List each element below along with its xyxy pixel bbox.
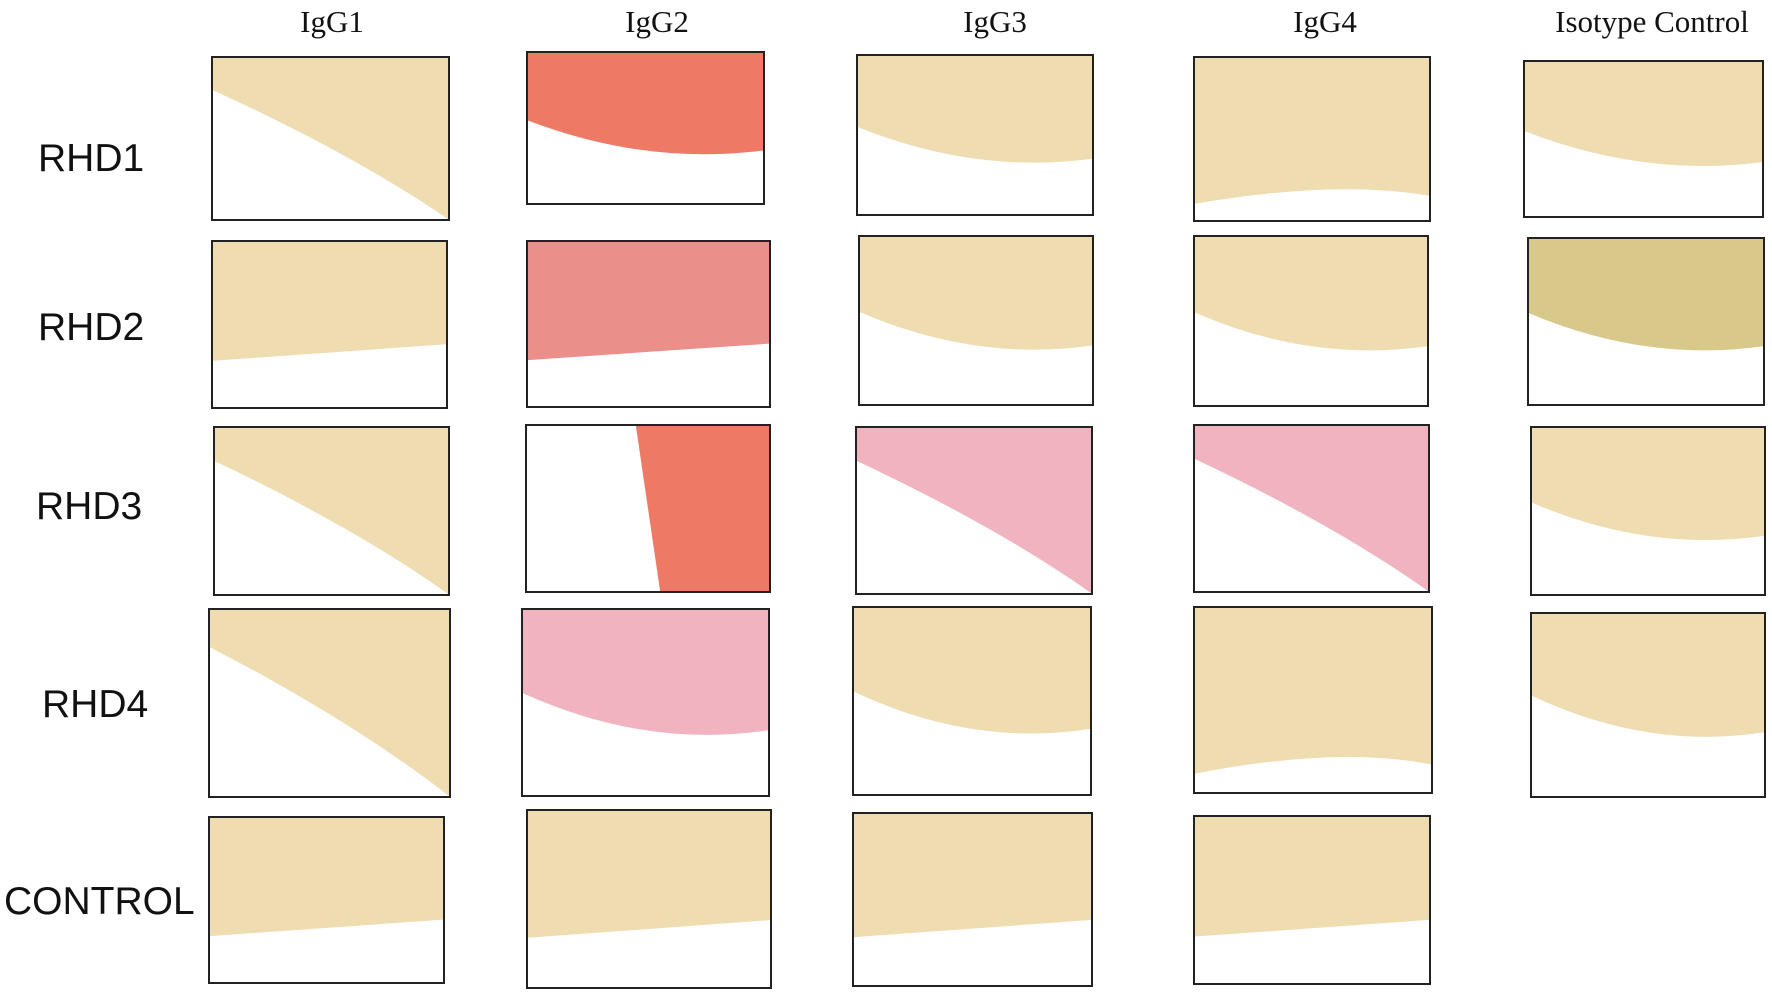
row-label-rhd3: RHD3 (36, 485, 143, 528)
col-header-igg3: IgG3 (963, 4, 1027, 39)
tissue-section (857, 428, 1091, 593)
col-header-isotype: Isotype Control (1555, 4, 1749, 39)
tissue-section (854, 814, 1091, 938)
tissue-section (215, 428, 448, 594)
col-header-igg4: IgG4 (1293, 4, 1357, 39)
micrograph-panel (852, 812, 1093, 987)
micrograph-panel (1523, 60, 1764, 218)
col-header-igg1: IgG1 (300, 4, 364, 39)
micrograph-panel (1193, 235, 1429, 407)
micrograph-panel (855, 426, 1093, 595)
tissue-section (1532, 428, 1764, 541)
tissue-section (1195, 817, 1429, 937)
tissue-section (1525, 62, 1762, 166)
tissue-section (213, 242, 446, 361)
micrograph-panel (213, 426, 450, 596)
micrograph-panel (1193, 424, 1430, 593)
tissue-section (1195, 608, 1431, 774)
micrograph-panel (1193, 815, 1431, 985)
tissue-section (210, 610, 449, 796)
tissue-section (210, 818, 443, 937)
micrograph-panel (208, 816, 445, 984)
tissue-section (528, 811, 770, 938)
tissue-section (528, 53, 763, 155)
tissue-section (860, 237, 1092, 350)
row-label-rhd1: RHD1 (38, 137, 145, 180)
tissue-section (1195, 58, 1429, 204)
micrograph-panel (858, 235, 1094, 406)
micrograph-panel (852, 606, 1092, 796)
tissue-section (1532, 614, 1764, 737)
tissue-section (1529, 239, 1763, 351)
tissue-section (1195, 426, 1428, 591)
micrograph-panel (1530, 612, 1766, 798)
row-label-rhd4: RHD4 (42, 683, 149, 726)
row-label-control: CONTROL (4, 880, 195, 923)
micrograph-panel (1193, 56, 1431, 222)
micrograph-panel (525, 424, 771, 593)
micrograph-panel (208, 608, 451, 798)
micrograph-panel (856, 54, 1094, 216)
micrograph-panel (526, 809, 772, 989)
micrograph-panel (211, 240, 448, 409)
micrograph-panel (526, 240, 771, 408)
micrograph-panel (1527, 237, 1765, 406)
tissue-section (858, 56, 1092, 163)
tissue-section (528, 242, 769, 361)
col-header-igg2: IgG2 (625, 4, 689, 39)
micrograph-panel (521, 608, 770, 797)
tissue-section (523, 610, 768, 735)
tissue-section (1195, 237, 1427, 351)
micrograph-panel (526, 51, 765, 205)
tissue-section (213, 58, 448, 219)
row-label-rhd2: RHD2 (38, 306, 145, 349)
micrograph-panel (211, 56, 450, 221)
tissue-section (854, 608, 1090, 734)
tissue-section (635, 426, 769, 591)
micrograph-panel (1193, 606, 1433, 794)
micrograph-panel (1530, 426, 1766, 596)
